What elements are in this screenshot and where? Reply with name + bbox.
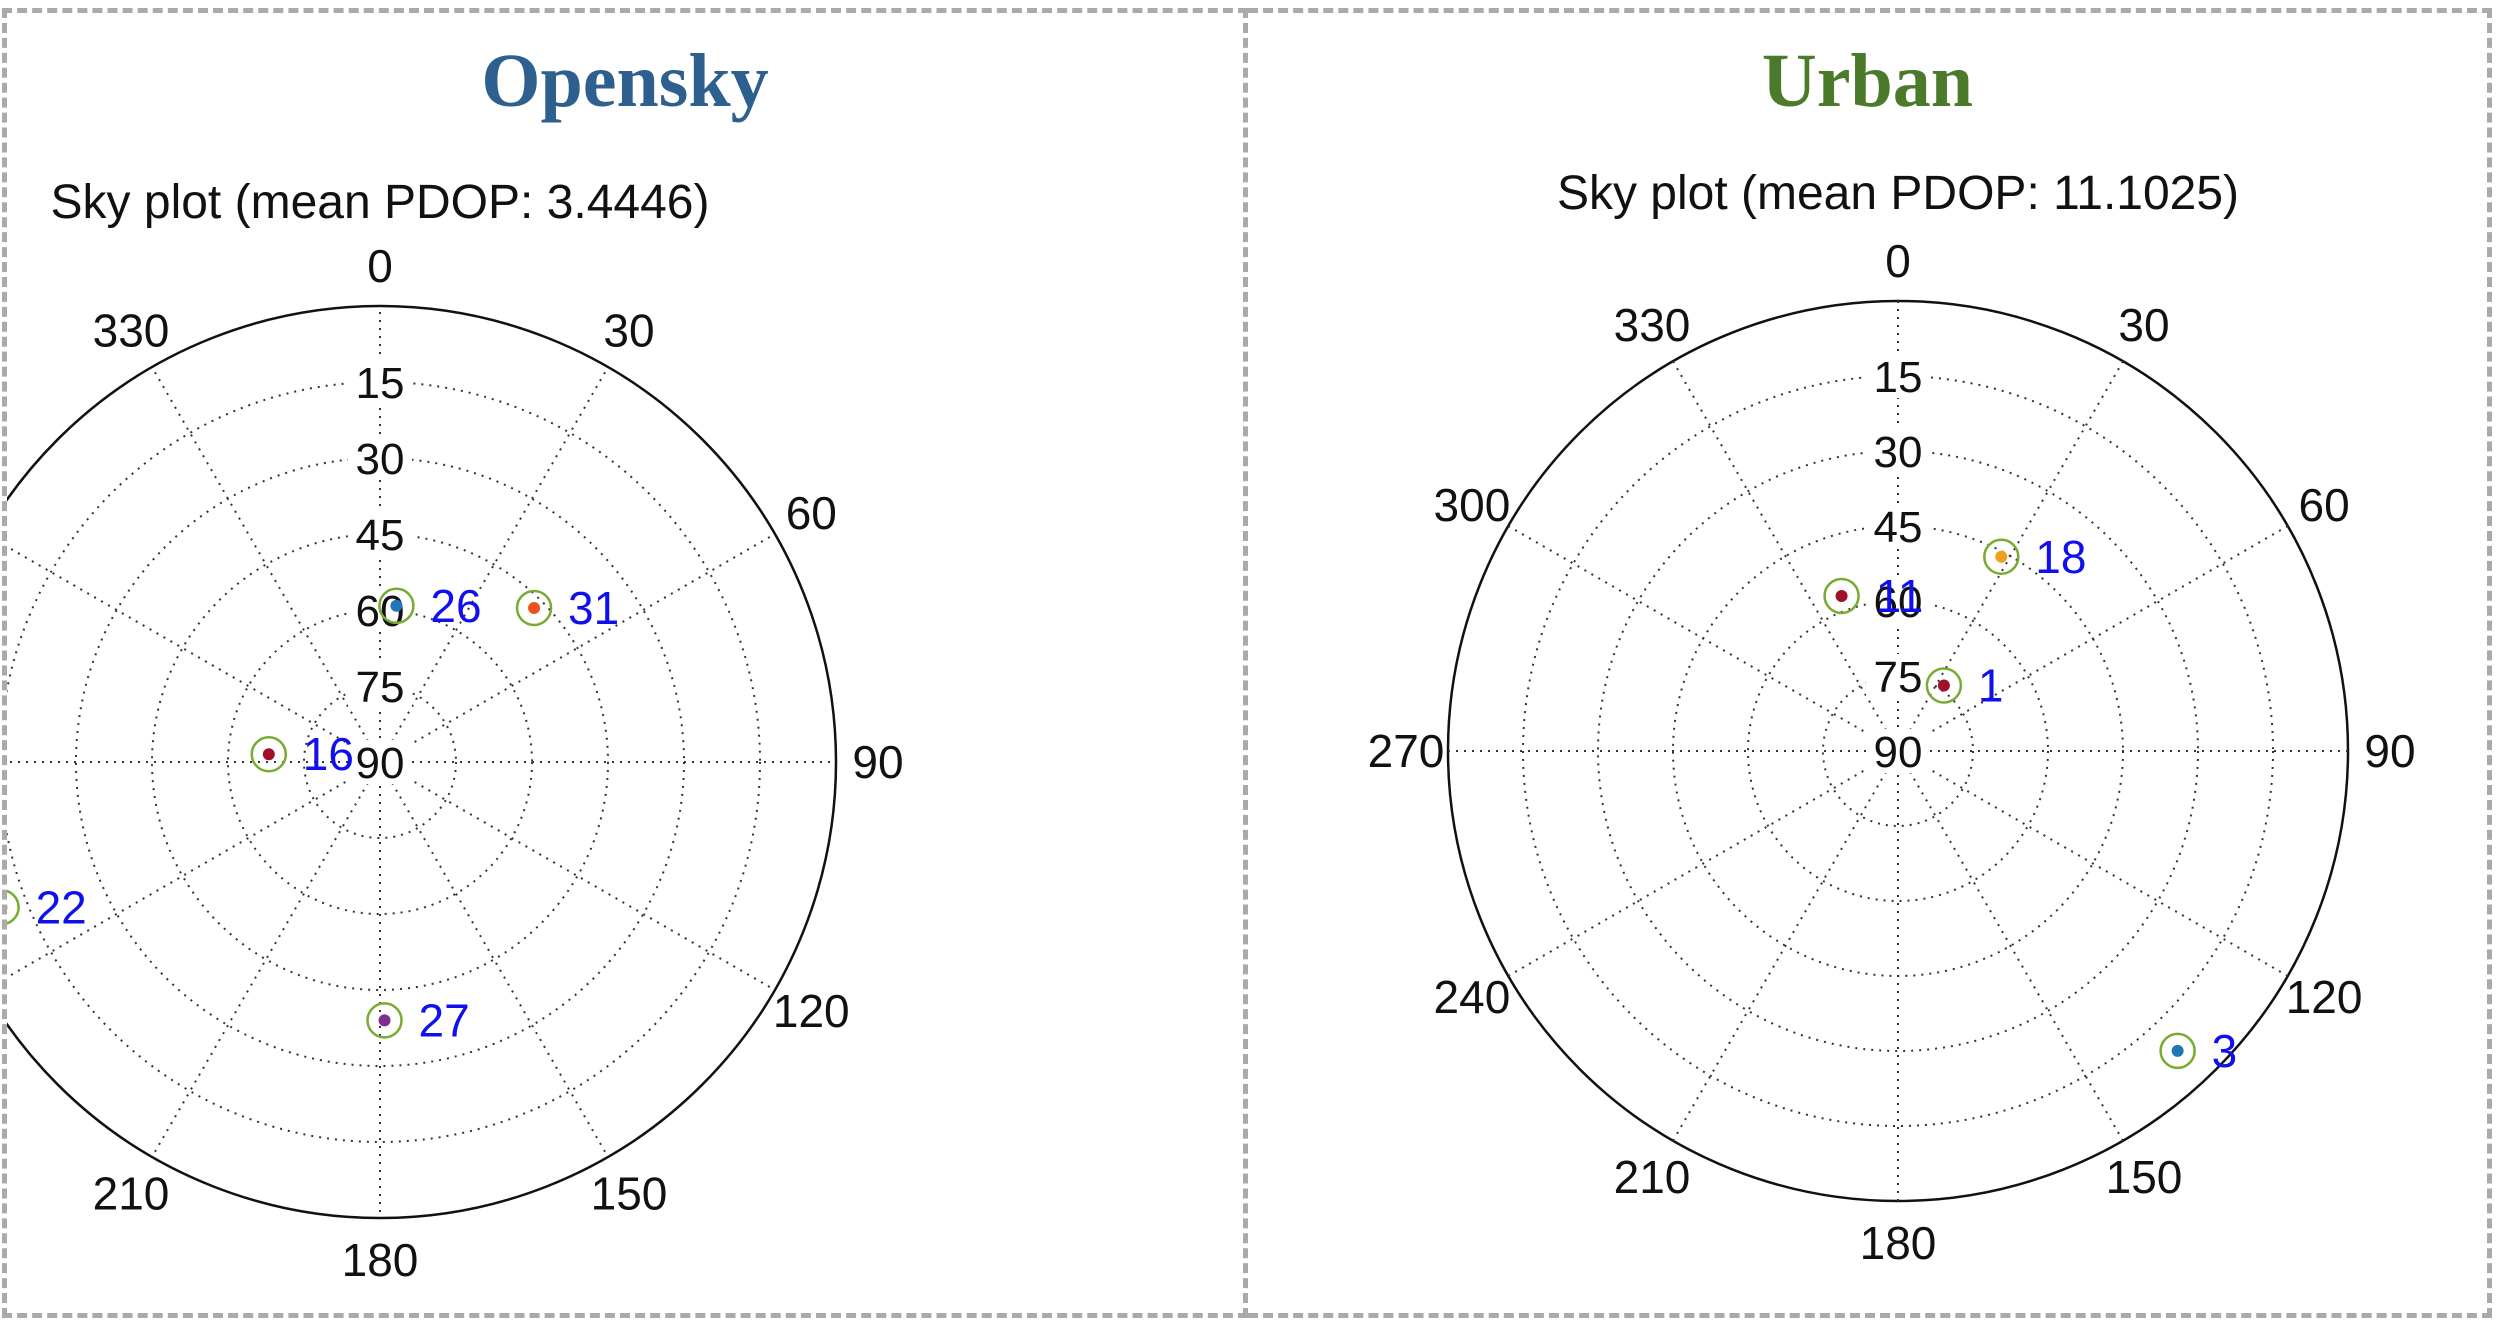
chart-title: Sky plot (mean PDOP: 3.4446) — [51, 176, 710, 229]
satellite-prn-label: 3 — [2212, 1025, 2238, 1077]
azimuth-tick-label: 150 — [2106, 1151, 2183, 1203]
azimuth-spoke — [1672, 360, 1899, 752]
elevation-ring — [1597, 450, 2199, 1052]
azimuth-tick-label: 90 — [852, 736, 903, 788]
satellite-ring-marker — [1925, 667, 1963, 704]
elevation-label-bg — [348, 512, 412, 556]
elevation-tick-label: 90 — [1874, 728, 1923, 777]
chart-title: Sky plot (mean PDOP: 11.1025) — [1557, 167, 2239, 220]
elevation-tick-label: 30 — [1874, 428, 1923, 477]
satellite-ring-marker — [366, 1002, 403, 1039]
elevation-tick-label: 45 — [356, 511, 405, 560]
elevation-tick-label: 30 — [356, 435, 405, 484]
elevation-tick-label: 45 — [1874, 503, 1923, 552]
elevation-tick-label: 75 — [1874, 653, 1923, 702]
satellite-ring-marker — [7, 889, 20, 925]
azimuth-tick-label: 240 — [1434, 971, 1511, 1023]
satellite-dot — [1835, 589, 1848, 602]
elevation-tick-label: 60 — [1874, 578, 1923, 627]
azimuth-tick-label: 150 — [591, 1167, 668, 1219]
elevation-label-bg — [1866, 429, 1930, 473]
azimuth-spoke — [379, 761, 776, 991]
azimuth-tick-label: 210 — [1614, 1151, 1691, 1203]
urban-sky-plot: Sky plot (mean PDOP: 11.1025) 0 30 60 90 120 1… — [1368, 167, 2416, 1269]
outer-horizon-circle — [7, 304, 838, 1220]
satellite-prn-label: 26 — [430, 580, 481, 632]
azimuth-tick-label: 30 — [603, 305, 654, 357]
azimuth-spoke — [379, 761, 609, 1158]
elevation-tick-label: 15 — [1874, 353, 1923, 402]
azimuth-tick-label: 300 — [1434, 479, 1511, 531]
satellite-dot — [1937, 679, 1950, 692]
azimuth-spoke — [151, 366, 381, 763]
satellite-ring-marker — [1983, 538, 2020, 576]
opensky-panel: Opensky Sky plot (mean PDOP: 3.4446) 0 30 6… — [2, 8, 1248, 1318]
azimuth-tick-label: 120 — [2286, 971, 2363, 1023]
satellite-dot — [528, 601, 541, 614]
opensky-sky-plot: Sky plot (mean PDOP: 3.4446) 0 30 60 90 120 15… — [7, 176, 904, 1286]
azimuth-tick-label: 60 — [2298, 479, 2349, 531]
urban-panel: Urban Sky plot (mean PDOP: 11.1025) 0 30 60… — [1248, 8, 2492, 1318]
azimuth-tick-label: 180 — [1860, 1217, 1937, 1269]
elevation-label-bg — [348, 436, 412, 480]
azimuth-tick-label: 210 — [93, 1167, 170, 1219]
azimuth-tick-label: 330 — [93, 305, 170, 357]
elevation-tick-label: 15 — [356, 359, 405, 408]
satellite-dot — [2171, 1044, 2184, 1057]
elevation-label-bg — [1866, 729, 1930, 773]
satellite-prn-label: 27 — [419, 994, 470, 1046]
satellite-dot — [390, 599, 403, 612]
azimuth-spoke — [1507, 750, 1899, 977]
azimuth-spoke — [1897, 360, 2124, 752]
satellite-dot — [262, 748, 275, 761]
elevation-tick-label: 75 — [356, 663, 405, 712]
azimuth-spoke — [1672, 750, 1899, 1142]
opensky-heading: Opensky — [481, 39, 769, 123]
satellite-ring-marker — [515, 589, 553, 627]
satellite-ring-marker — [2159, 1032, 2196, 1070]
azimuth-tick-label: 180 — [342, 1234, 419, 1286]
satellite-prn-label: 11 — [1876, 570, 1924, 622]
satellite-prn-label: 18 — [2035, 531, 2086, 583]
satellite-ring-marker — [250, 735, 288, 773]
elevation-label-bg — [1866, 354, 1930, 398]
azimuth-tick-label: 90 — [2364, 725, 2415, 777]
azimuth-tick-label: 120 — [773, 985, 850, 1037]
azimuth-spoke — [1897, 525, 2289, 752]
azimuth-spoke — [1897, 750, 2289, 977]
azimuth-tick-label: 30 — [2118, 299, 2169, 351]
satellite-ring-marker — [378, 587, 415, 625]
satellite-dot — [7, 904, 8, 910]
elevation-ring — [7, 381, 761, 1143]
azimuth-spoke — [1507, 525, 1899, 752]
azimuth-tick-label: 270 — [1368, 725, 1445, 777]
azimuth-spoke — [1897, 750, 2124, 1142]
satellite-ring-marker — [1823, 577, 1860, 615]
elevation-ring — [1747, 600, 2049, 902]
azimuth-spoke — [151, 761, 381, 1158]
azimuth-spoke — [7, 761, 381, 979]
elevation-label-bg — [1866, 579, 1930, 623]
elevation-label-bg — [1866, 504, 1930, 548]
satellite-prn-label: 16 — [303, 728, 354, 780]
satellite-dot — [378, 1014, 391, 1027]
satellite-prn-label: 1 — [1978, 659, 2004, 711]
azimuth-tick-label: 60 — [786, 487, 837, 539]
satellite-prn-label: 22 — [36, 881, 87, 933]
elevation-ring — [1522, 375, 2274, 1127]
azimuth-tick-label: 330 — [1614, 299, 1691, 351]
azimuth-tick-label: 0 — [367, 240, 393, 292]
elevation-label-bg — [1866, 654, 1930, 698]
elevation-ring — [303, 685, 457, 839]
elevation-tick-label: 90 — [356, 739, 405, 788]
elevation-label-bg — [348, 360, 412, 404]
satellite-prn-label: 31 — [568, 582, 619, 634]
elevation-label-bg — [348, 740, 412, 784]
azimuth-tick-label: 0 — [1885, 235, 1911, 287]
urban-heading: Urban — [1761, 39, 1974, 123]
satellite-dot — [1995, 550, 2008, 563]
elevation-label-bg — [348, 664, 412, 708]
